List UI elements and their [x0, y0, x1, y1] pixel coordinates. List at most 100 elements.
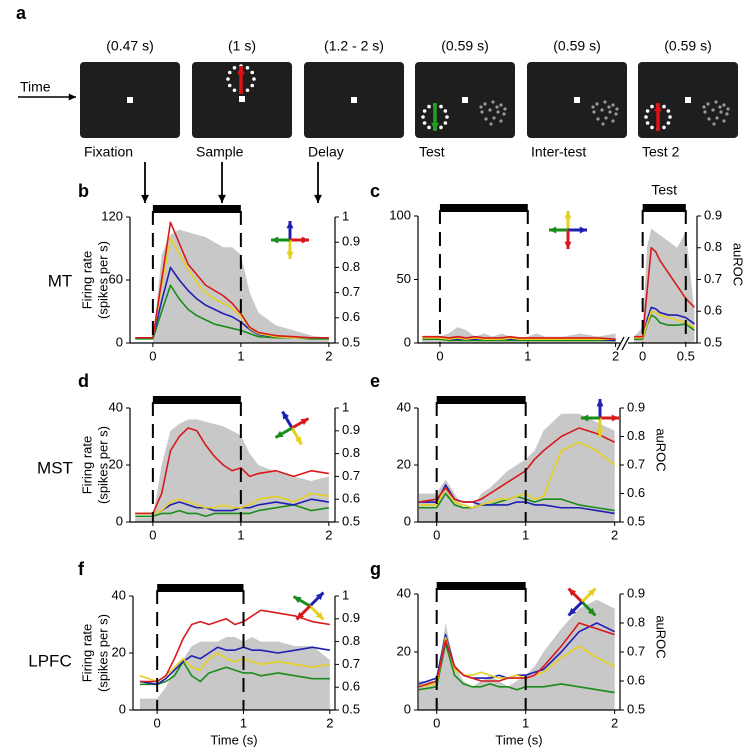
arrow-head — [218, 194, 226, 203]
x-tick-label: 1 — [522, 715, 529, 730]
y2-tick-label: 0.6 — [627, 672, 645, 687]
panel-letter: c — [370, 181, 380, 201]
epoch-duration: (0.59 s) — [664, 38, 711, 54]
arrow — [308, 591, 325, 608]
panel: 0 20 40 0.5 0.6 0.7 0.8 0.9 0 1 2 e auROC — [370, 371, 669, 543]
arrow-head — [282, 411, 290, 420]
x-tick-label: 0 — [433, 715, 440, 730]
stimulus-dot — [662, 104, 666, 109]
arrow — [295, 604, 312, 621]
y2-tick-label: 0.6 — [704, 303, 722, 318]
arrow — [286, 240, 294, 259]
panel: 0 60 120 0.5 0.6 0.7 0.8 0.9 1 0 1 2 b MT Firing rate(… — [48, 181, 360, 364]
epoch-duration: (1.2 - 2 s) — [324, 38, 384, 54]
arrow-head — [596, 399, 604, 407]
distractor-dot — [707, 117, 711, 121]
distractor-dot — [601, 122, 605, 126]
distractor-dot — [484, 117, 488, 121]
panel: 0 20 40 0.5 0.6 0.7 0.8 0.9 0 1 2 g auROC Time (s) — [370, 559, 669, 748]
epoch-bar — [439, 204, 528, 212]
arrow — [580, 587, 597, 604]
y-tick-label: 0 — [404, 334, 411, 349]
fixation-point — [574, 97, 580, 103]
arrow — [290, 427, 303, 446]
arrow-head — [549, 226, 557, 234]
fixation-point — [127, 97, 133, 103]
x-tick-label: 0 — [149, 527, 156, 542]
y2-tick-label: 0.8 — [342, 633, 360, 648]
panel-letter: b — [78, 181, 89, 201]
stimulus-dot — [645, 109, 650, 113]
arrow-head — [654, 103, 662, 112]
y2-tick-label: 0.8 — [704, 239, 722, 254]
firing-rate-line — [634, 310, 695, 339]
stimulus-dot — [668, 115, 672, 119]
stimulus-dot — [250, 70, 255, 75]
arrow-head — [564, 211, 572, 219]
firing-rate-line — [135, 221, 329, 339]
arrow — [218, 162, 226, 203]
auroc-area — [135, 229, 329, 343]
arrow-head — [300, 418, 309, 426]
y2-tick-label: 0.9 — [627, 399, 645, 414]
y-tick-label: 0 — [404, 701, 411, 716]
epoch-bar — [436, 396, 526, 404]
y2-tick-label: 0.8 — [627, 614, 645, 629]
arrow — [237, 66, 245, 94]
panel-letter: d — [78, 371, 89, 391]
x-tick-label: 0 — [436, 348, 443, 363]
arrow-head — [315, 611, 324, 620]
fixation-point — [351, 97, 357, 103]
stimulus-dot — [227, 83, 232, 88]
distractor-dot — [499, 119, 503, 123]
stimulus-dot — [427, 125, 431, 130]
y2-tick-label: 0.7 — [342, 656, 360, 671]
y2-tick-label: 0.9 — [342, 234, 360, 249]
stimulus-dot — [422, 109, 427, 113]
y-tick-label: 20 — [397, 643, 411, 658]
stimulus-dot — [645, 121, 650, 125]
firing-rate-line — [422, 335, 616, 340]
arrow-head — [564, 241, 572, 249]
distractor-dot — [712, 122, 716, 126]
distractor-dot — [702, 105, 706, 109]
distractor-dot — [615, 107, 619, 111]
arrow-head — [301, 236, 309, 244]
distractor-dot — [725, 112, 729, 116]
y2-tick-label: 0.8 — [342, 259, 360, 274]
epoch-duration: (0.59 s) — [441, 38, 488, 54]
distractor-dot — [592, 110, 596, 114]
epoch-bar — [436, 582, 526, 590]
firing-rate-line — [139, 646, 330, 686]
panel: 0.5 0.6 0.7 0.8 0.9 0 0.5 Test auROC — [628, 182, 746, 363]
arrow-head — [68, 93, 76, 101]
arrow-head — [315, 592, 324, 601]
firing-rate-line — [135, 237, 329, 339]
y-tick-label: 40 — [112, 587, 126, 602]
y-axis-label: Firing rate — [79, 436, 94, 495]
y2-tick-label: 0.6 — [342, 309, 360, 324]
fixation-point — [685, 97, 691, 103]
y2-tick-label: 0.7 — [342, 284, 360, 299]
epoch-bar — [642, 204, 686, 212]
y2-tick-label: 1 — [342, 399, 349, 414]
arrow — [564, 230, 572, 249]
arrow-head — [314, 194, 322, 203]
arrow — [596, 399, 604, 418]
y2-tick-label: 0.6 — [627, 485, 645, 500]
arrow-head — [568, 607, 577, 616]
stimulus-dot — [443, 109, 448, 113]
y-tick-label: 100 — [389, 207, 411, 222]
arrow — [291, 417, 310, 430]
distractor-dot — [611, 119, 615, 123]
stimulus-dot — [666, 121, 671, 125]
arrow-head — [293, 596, 302, 604]
y2-tick-label: 0.7 — [342, 468, 360, 483]
distractor-dot — [492, 116, 496, 120]
panel-letter: a — [16, 3, 27, 23]
break-mark — [616, 336, 630, 351]
distractor-dot — [502, 112, 506, 116]
distractor-dot — [719, 110, 723, 114]
distractor-dot — [480, 110, 484, 114]
y-tick-label: 40 — [109, 399, 123, 414]
